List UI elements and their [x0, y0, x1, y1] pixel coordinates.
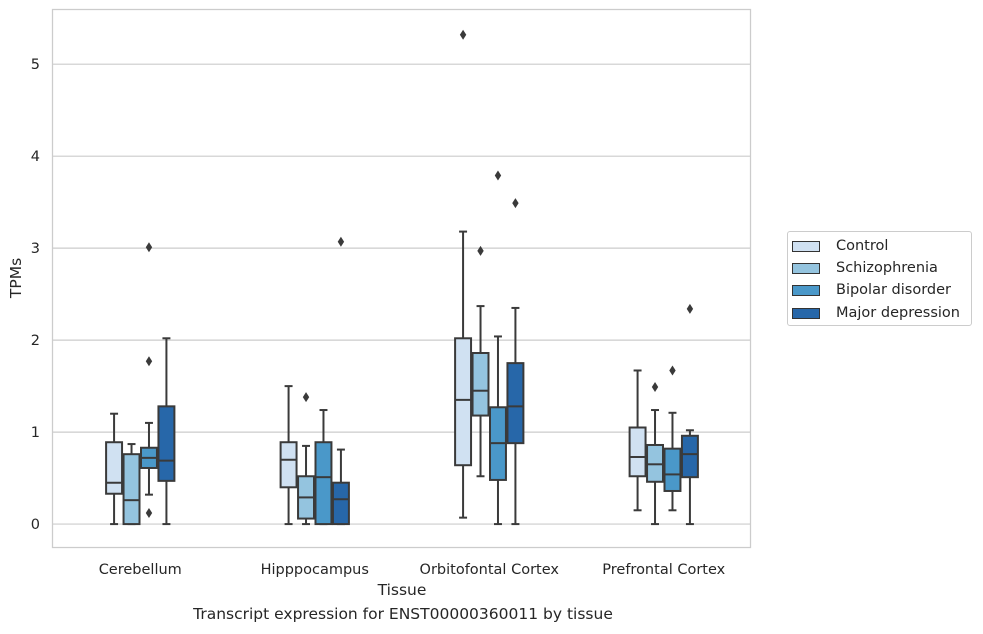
y-axis-label: TPMs [7, 258, 25, 299]
legend-label-major-depression: Major depression [836, 305, 960, 321]
box-hipppocampus-schizophrenia [297, 392, 315, 526]
box-prefrontal-cortex-schizophrenia [646, 382, 664, 526]
iqr-box [506, 362, 525, 445]
outlier-point [686, 303, 694, 314]
box-prefrontal-cortex-bipolar-disorder [663, 365, 682, 512]
y-tick-label: 2 [31, 333, 40, 349]
box-hipppocampus-bipolar-disorder [314, 409, 333, 526]
x-tick-label-hipppocampus: Hipppocampus [261, 562, 369, 578]
box-hipppocampus-major-depression [331, 236, 350, 526]
legend-label-bipolar-disorder: Bipolar disorder [836, 282, 951, 298]
box-orbitofontal-cortex-schizophrenia [471, 245, 490, 478]
x-axis-label: Tissue [377, 581, 427, 599]
outlier-point [302, 392, 310, 403]
box-prefrontal-cortex-control [628, 369, 647, 512]
outlier-point [512, 198, 519, 209]
legend-label-control: Control [836, 238, 889, 254]
y-tick-label: 0 [31, 517, 40, 533]
y-tick-label: 3 [31, 241, 40, 257]
iqr-box [331, 481, 350, 526]
outlier-point [494, 170, 502, 181]
y-tick-labels: 0 1 2 3 4 5 [31, 57, 40, 533]
outlier-point [145, 242, 153, 253]
x-tick-label-prefrontal-cortex: Prefrontal Cortex [602, 562, 725, 578]
box-prefrontal-cortex-major-depression [680, 303, 699, 526]
legend-item-major-depression: Major depression [792, 303, 960, 323]
box-plot-chart: 0 1 2 3 4 5 Cerebellum Hipppocampus Orbitofonta… [7, 8, 752, 599]
legend-swatch-major-depression [792, 307, 820, 319]
iqr-box [663, 447, 682, 492]
box-orbitofontal-cortex-major-depression [506, 198, 525, 526]
iqr-box [157, 405, 176, 482]
y-tick-label: 5 [31, 57, 40, 73]
box-cerebellum-control [105, 412, 124, 526]
box-orbitofontal-cortex-bipolar-disorder [489, 170, 507, 526]
y-tick-label: 1 [31, 425, 40, 441]
outlier-point [337, 236, 345, 247]
legend-label-schizophrenia: Schizophrenia [836, 260, 938, 276]
legend-swatch-bipolar-disorder [792, 284, 820, 296]
box-hipppocampus-control [279, 385, 298, 526]
iqr-box [471, 352, 490, 417]
box-cerebellum-major-depression [157, 337, 176, 526]
outlier-point [459, 29, 467, 40]
chart-caption: Transcript expression for ENST0000036001… [193, 605, 613, 623]
legend-swatch-schizophrenia [792, 262, 820, 274]
x-tick-label-cerebellum: Cerebellum [99, 562, 182, 578]
legend-swatch-control [792, 240, 820, 252]
y-tick-label: 4 [31, 149, 40, 165]
box-orbitofontal-cortex-control [454, 29, 473, 519]
legend-item-bipolar-disorder: Bipolar disorder [792, 280, 951, 300]
legend-item-schizophrenia: Schizophrenia [792, 258, 938, 278]
x-tick-labels: Cerebellum Hipppocampus Orbitofontal Corte… [99, 562, 726, 578]
iqr-box [122, 453, 141, 526]
iqr-box [628, 426, 647, 478]
outlier-point [145, 356, 153, 367]
iqr-box [105, 441, 124, 495]
outlier-point [669, 365, 676, 376]
outlier-point [477, 245, 484, 256]
legend: Control Schizophrenia Bipolar disorder M… [787, 231, 972, 326]
iqr-box [279, 441, 298, 489]
box-series [105, 29, 699, 526]
iqr-box [680, 434, 699, 479]
box-cerebellum-schizophrenia [122, 443, 141, 526]
x-tick-label-orbitofontal-cortex: Orbitofontal Cortex [420, 562, 560, 578]
outlier-point [651, 382, 659, 393]
iqr-box [314, 441, 333, 526]
legend-item-control: Control [792, 236, 888, 256]
iqr-box [454, 337, 473, 467]
plot-frame [51, 8, 752, 549]
outlier-point [145, 508, 153, 519]
box-cerebellum-bipolar-disorder [140, 242, 158, 519]
